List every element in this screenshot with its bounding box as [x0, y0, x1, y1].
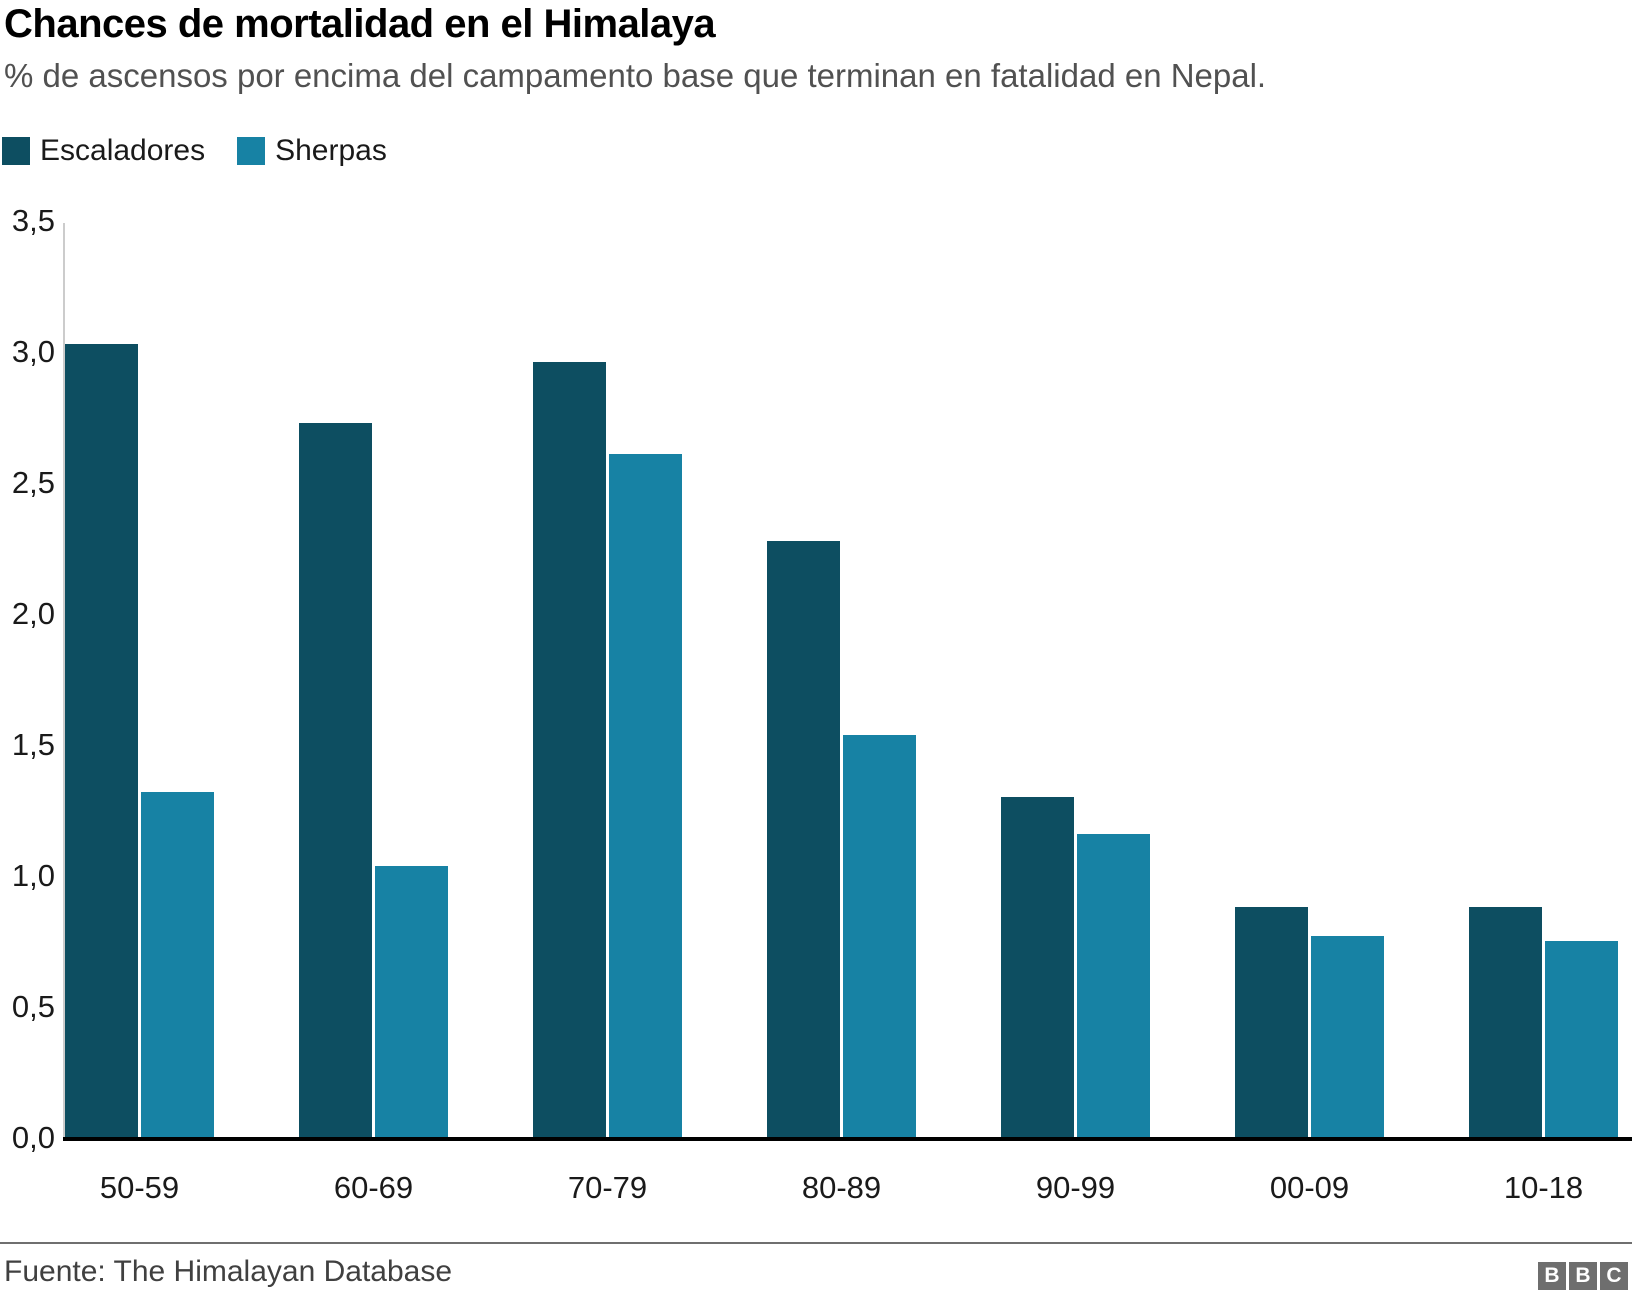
- footer-divider: [0, 1242, 1632, 1244]
- y-tick-label: 0,5: [11, 989, 55, 1024]
- y-tick-label: 2,0: [11, 596, 55, 631]
- bar-sherpas-80-89: [843, 735, 916, 1138]
- page-title: Chances de mortalidad en el Himalaya: [4, 2, 716, 46]
- legend-item-escaladores: Escaladores: [2, 134, 205, 168]
- y-tick-label: 3,0: [11, 334, 55, 369]
- bbc-logo-letter-c: C: [1600, 1262, 1628, 1290]
- legend-label-escaladores: Escaladores: [40, 134, 206, 167]
- bar-escaladores-50-59: [65, 344, 138, 1138]
- x-category-label-60-69: 60-69: [333, 1170, 414, 1205]
- bar-sherpas-60-69: [375, 866, 448, 1138]
- bbc-logo: B B C: [1538, 1262, 1628, 1290]
- x-axis-baseline: [63, 1137, 1632, 1141]
- sherpas-swatch-icon: [237, 137, 266, 165]
- x-category-label-50-59: 50-59: [99, 1170, 180, 1205]
- legend-label-sherpas: Sherpas: [275, 134, 387, 167]
- bar-sherpas-70-79: [609, 454, 682, 1138]
- chart-legend: Escaladores Sherpas: [2, 134, 387, 168]
- bar-sherpas-50-59: [141, 792, 214, 1138]
- x-category-label-00-09: 00-09: [1269, 1170, 1350, 1205]
- y-tick-label: 1,0: [11, 858, 55, 893]
- escaladores-swatch-icon: [2, 137, 30, 165]
- bar-sherpas-00-09: [1311, 936, 1384, 1138]
- y-tick-label: 1,5: [11, 727, 55, 762]
- y-tick-label: 0,0: [11, 1120, 55, 1155]
- legend-item-sherpas: Sherpas: [237, 134, 387, 168]
- x-category-label-70-79: 70-79: [567, 1170, 648, 1205]
- x-category-label-90-99: 90-99: [1035, 1170, 1116, 1205]
- bar-sherpas-10-18: [1545, 941, 1618, 1138]
- bar-escaladores-00-09: [1235, 907, 1308, 1138]
- y-axis-line: [63, 223, 65, 1137]
- y-tick-label: 3,5: [11, 203, 55, 238]
- x-category-label-10-18: 10-18: [1503, 1170, 1584, 1205]
- bar-escaladores-70-79: [533, 362, 606, 1138]
- source-credit: Fuente: The Himalayan Database: [4, 1255, 453, 1288]
- bar-escaladores-10-18: [1469, 907, 1542, 1138]
- bar-escaladores-80-89: [767, 541, 840, 1138]
- page-subtitle: % de ascensos por encima del campamento …: [4, 57, 1267, 94]
- bar-sherpas-90-99: [1077, 834, 1150, 1138]
- bar-escaladores-90-99: [1001, 797, 1074, 1138]
- bar-escaladores-60-69: [299, 423, 372, 1138]
- y-tick-label: 2,5: [11, 465, 55, 500]
- bbc-logo-letter-b2: B: [1569, 1262, 1597, 1290]
- x-category-label-80-89: 80-89: [801, 1170, 882, 1205]
- bbc-logo-letter-b1: B: [1538, 1262, 1566, 1290]
